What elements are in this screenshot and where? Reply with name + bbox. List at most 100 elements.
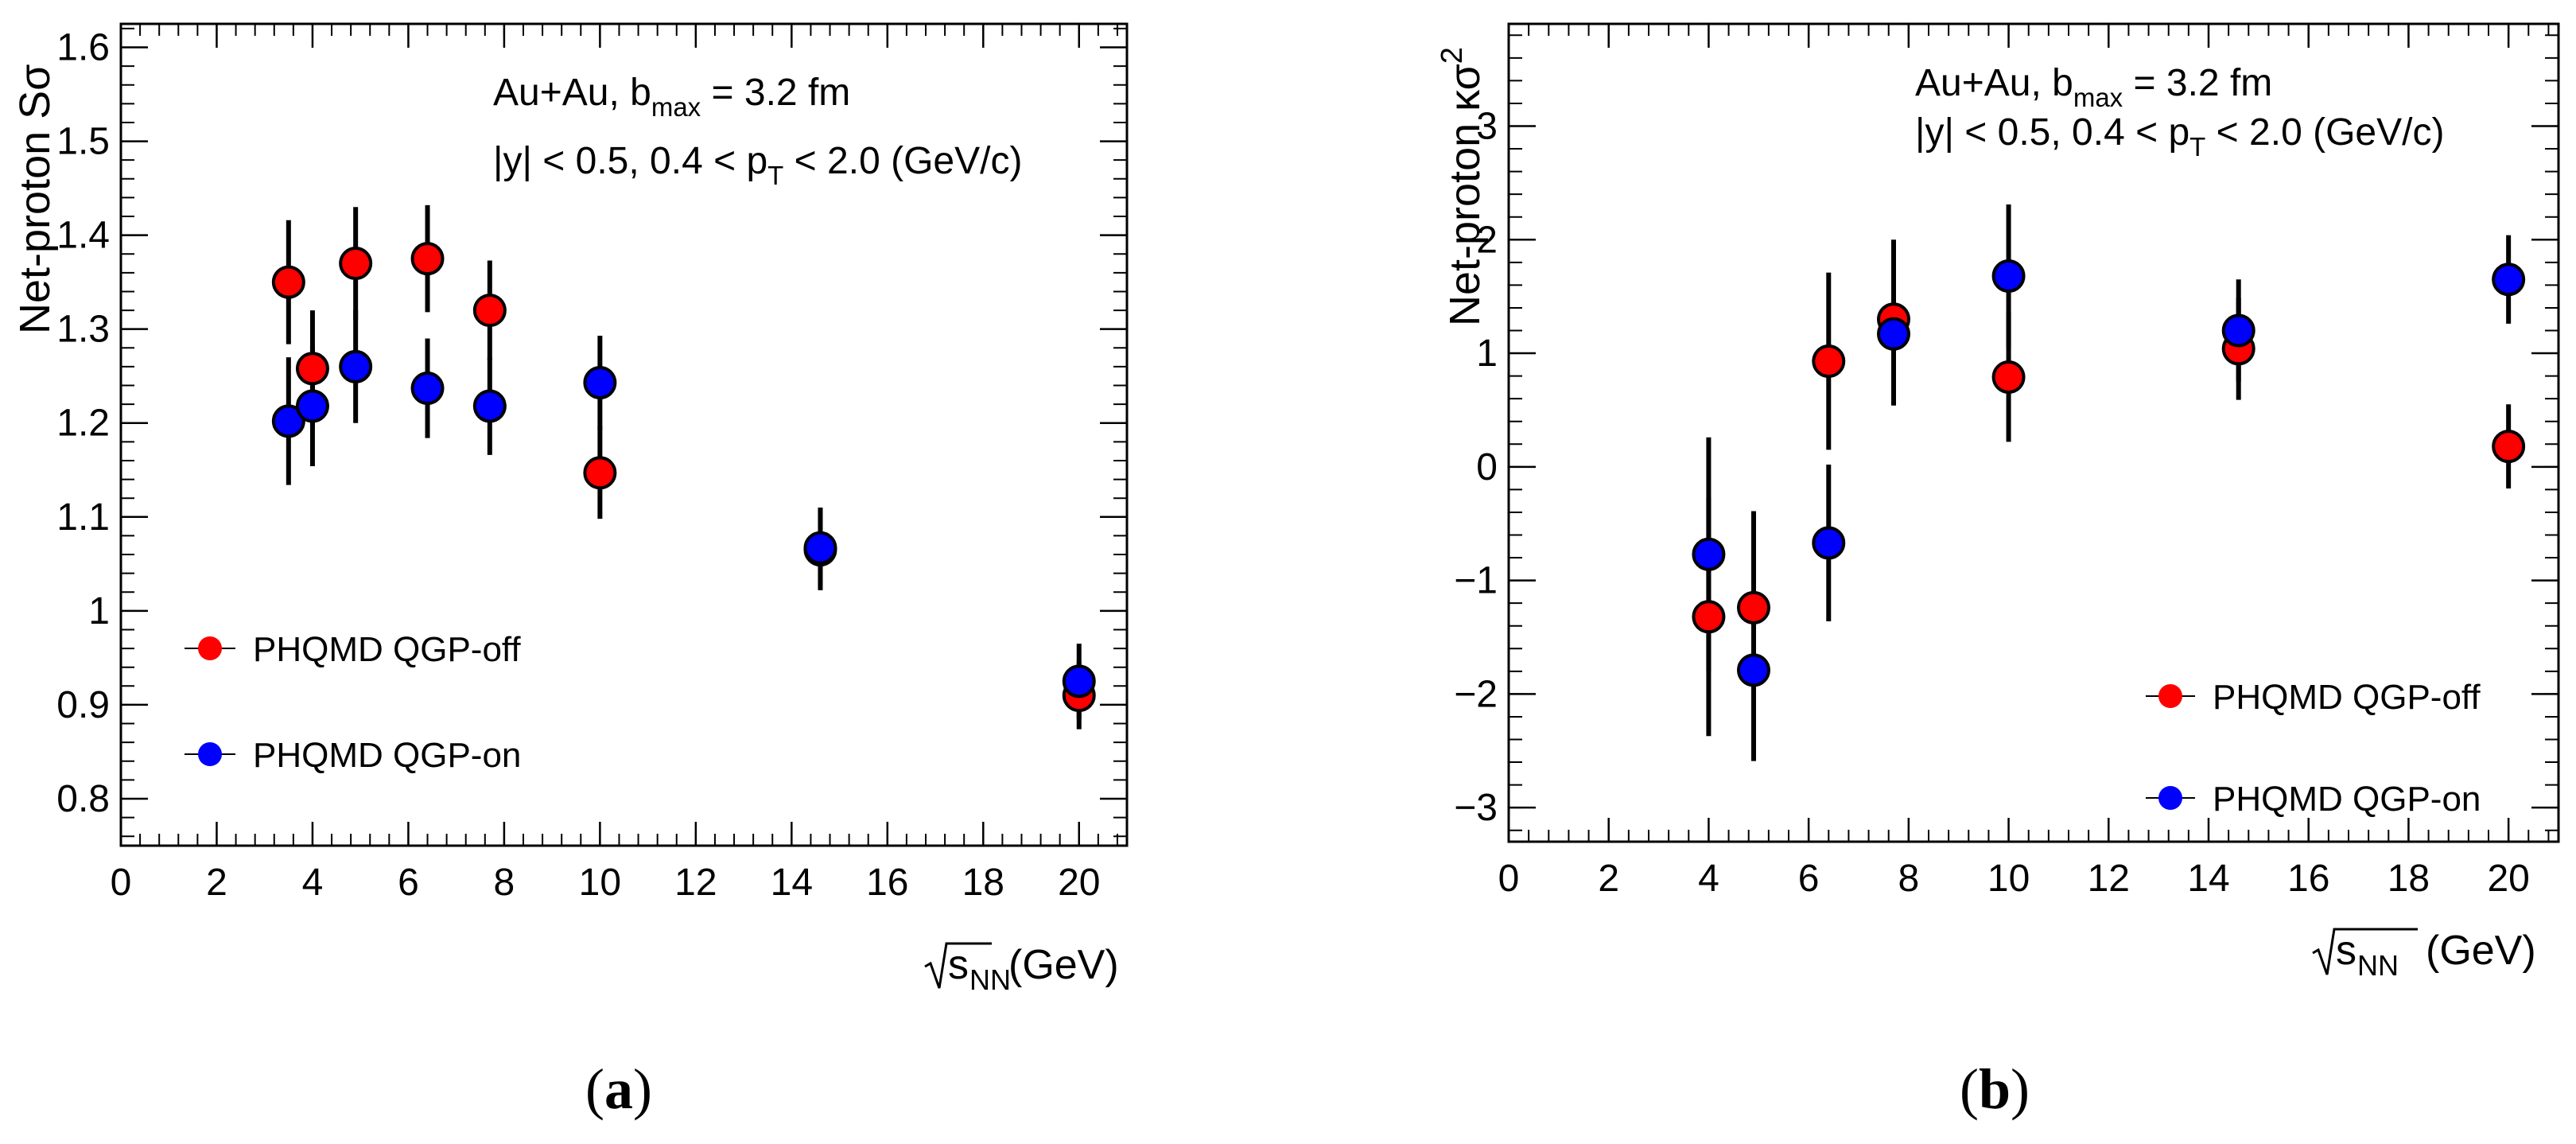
panel-b-x-tick-label: 4 xyxy=(1698,858,1719,900)
panel-b-legend-marker-qgp-on xyxy=(2158,786,2182,810)
panel-a-legend-label-qgp-off: PHQMD QGP-off xyxy=(253,630,521,669)
panel-a-xlabel-unit: (GeV) xyxy=(1008,942,1119,988)
panel-a-point-qgp-on xyxy=(295,389,329,423)
panel-a-y-tick-label: 1.5 xyxy=(56,121,110,163)
panel-b-x-tick-label: 6 xyxy=(1798,858,1820,900)
panel-b-y-tick-label: −1 xyxy=(1454,560,1498,602)
panel-a-point-qgp-off xyxy=(410,242,445,276)
panel-a-plot-area xyxy=(119,22,1129,847)
panel-a-x-tick-label: 8 xyxy=(494,862,515,904)
panel-a-y-axis-label: Net-proton Sσ xyxy=(11,64,59,334)
panel-a-point-qgp-off xyxy=(339,247,373,281)
panel-a-annotation-line2: |y| < 0.5, 0.4 < pT < 2.0 (GeV/c) xyxy=(493,140,1022,190)
panel-a-xlabel-sub: NN xyxy=(969,963,1011,996)
panel-b-point-qgp-off xyxy=(1737,590,1770,625)
panel-a-x-tick-label: 12 xyxy=(674,862,717,904)
panel-a-x-tick-label: 14 xyxy=(771,862,813,904)
panel-a-y-tick-label: 1 xyxy=(88,590,110,632)
panel-a-y-tick-label: 0.9 xyxy=(56,684,110,726)
panel-b-x-tick-label: 8 xyxy=(1898,858,1920,900)
panel-b-ylabel-main: Net-proton κσ xyxy=(1441,64,1489,326)
panel-b-sqrt-sign xyxy=(2312,928,2418,975)
panel-b-x-tick-label: 2 xyxy=(1598,858,1619,900)
panel-b-plot-area xyxy=(1507,22,2560,843)
panel-a-legend: PHQMD QGP-off PHQMD QGP-on xyxy=(185,630,521,775)
panel-b-x-tick-label: 12 xyxy=(2088,858,2130,900)
panel-b-data-points xyxy=(1692,204,2526,761)
panel-a-annotation-line1: Au+Au, bmax = 3.2 fm xyxy=(493,72,850,122)
panel-b-y-tick-label: −3 xyxy=(1454,787,1498,829)
panel-a-y-tick-label: 1.6 xyxy=(56,27,110,69)
panel-a-point-qgp-on xyxy=(803,531,837,565)
panel-a-x-tick-label: 6 xyxy=(398,862,419,904)
panel-b-legend-marker-qgp-off xyxy=(2158,684,2182,708)
panel-a: 0 2 4 6 8 10 12 14 16 18 20 0.8 0.9 1 1.1 1.2 1.3 1.4 1.5 1… xyxy=(11,22,1129,1121)
panel-a-y-tick-label: 1.4 xyxy=(56,215,110,257)
panel-a-y-tick-label: 1.2 xyxy=(56,403,110,445)
panel-b-y-tick-label: 3 xyxy=(1476,106,1498,148)
panel-a-y-tick-label: 0.8 xyxy=(56,778,110,820)
panel-b-y-tick-label: 1 xyxy=(1476,333,1498,375)
panel-b-y-tick-label: 2 xyxy=(1476,219,1498,261)
panel-a-point-qgp-on xyxy=(472,389,507,423)
panel-b-point-qgp-on xyxy=(1877,317,1910,351)
panel-b-y-tick-label: 0 xyxy=(1476,446,1498,488)
panel-b-x-tick-label: 0 xyxy=(1498,858,1520,900)
panel-b-point-qgp-off xyxy=(1812,344,1846,379)
panel-a-ylabel-sym: σ xyxy=(11,64,59,91)
panel-b-annotation-line1: Au+Au, bmax = 3.2 fm xyxy=(1915,62,2272,112)
panel-a-xlabel-base: s xyxy=(948,942,969,988)
panel-b-point-qgp-on xyxy=(1692,537,1726,571)
panel-a-legend-marker-qgp-off xyxy=(198,636,222,660)
panel-a-point-qgp-on xyxy=(271,404,305,438)
panel-a-legend-marker-qgp-on xyxy=(198,742,222,766)
panel-a-x-tick-label: 18 xyxy=(962,862,1004,904)
panel-a-point-qgp-on xyxy=(583,365,617,399)
panel-b-xlabel-base: s xyxy=(2336,928,2356,974)
panel-a-point-qgp-off xyxy=(472,294,507,328)
panel-b-point-qgp-off xyxy=(1991,360,2026,395)
panel-b-x-tick-label: 18 xyxy=(2388,858,2430,900)
panel-a-y-tick-label: 1.3 xyxy=(56,309,110,351)
panel-b-x-tick-label: 20 xyxy=(2487,858,2529,900)
panel-b-ylabel-sup: 2 xyxy=(1436,47,1469,64)
panel-a-point-qgp-off xyxy=(295,352,329,386)
panel-b-point-qgp-off xyxy=(1692,600,1726,634)
panel-a-x-tick-label: 2 xyxy=(206,862,227,904)
panel-a-x-tick-label: 0 xyxy=(111,862,132,904)
panel-a-data-points xyxy=(271,204,1096,730)
panel-b-point-qgp-off xyxy=(2492,430,2526,464)
panel-b-legend-label-qgp-on: PHQMD QGP-on xyxy=(2213,780,2481,819)
panel-b-frame xyxy=(1507,22,2560,843)
panel-b-xlabel-unit: (GeV) xyxy=(2426,928,2536,974)
panel-b-point-qgp-on xyxy=(1812,526,1846,560)
panel-a-x-axis-label: s NN (GeV) xyxy=(924,942,1119,996)
panel-a-x-tick-label: 10 xyxy=(579,862,621,904)
panel-b-legend-label-qgp-off: PHQMD QGP-off xyxy=(2213,678,2481,717)
panel-b-x-tick-label: 16 xyxy=(2287,858,2329,900)
panel-a-frame xyxy=(119,22,1129,847)
panel-b-point-qgp-on xyxy=(2492,263,2526,297)
panel-b-y-tick-label: −2 xyxy=(1454,673,1498,715)
panel-b-annotation-line2: |y| < 0.5, 0.4 < pT < 2.0 (GeV/c) xyxy=(1915,111,2444,161)
panel-a-sqrt-sign xyxy=(924,942,992,989)
panel-b-x-tick-label: 14 xyxy=(2187,858,2229,900)
panel-a-x-tick-label: 4 xyxy=(302,862,324,904)
panel-a-y-tick-label: 1.1 xyxy=(56,496,110,539)
panel-b-caption: (b) xyxy=(1960,1057,2030,1121)
panel-a-ticks: 0 2 4 6 8 10 12 14 16 18 20 0.8 0.9 1 1.1 1.2 1.3 1.4 1.5 1… xyxy=(56,24,1127,904)
panel-a-x-tick-label: 16 xyxy=(866,862,908,904)
panel-a-point-qgp-on xyxy=(1062,664,1096,698)
panel-a-ylabel-main: Net-proton S xyxy=(11,91,59,334)
panel-a-point-qgp-on xyxy=(410,372,445,406)
panel-a-point-qgp-off xyxy=(271,265,305,299)
panel-b-point-qgp-on xyxy=(2221,313,2255,348)
panel-b-xlabel-sub: NN xyxy=(2357,949,2399,982)
panel-a-x-tick-label: 20 xyxy=(1058,862,1100,904)
panel-b-legend: PHQMD QGP-off PHQMD QGP-on xyxy=(2146,678,2481,819)
panel-b-point-qgp-on xyxy=(1737,653,1770,687)
